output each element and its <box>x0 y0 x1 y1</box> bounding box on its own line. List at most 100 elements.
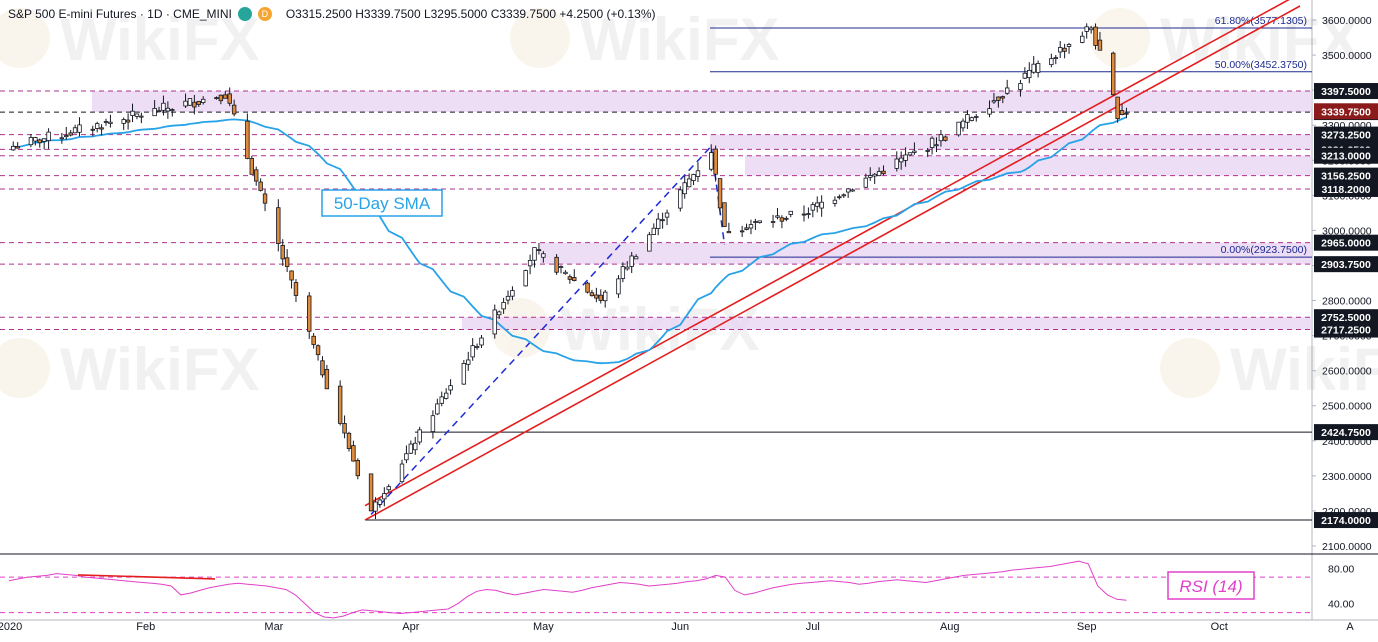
candle-body <box>165 107 171 112</box>
watermark: WikiFX <box>0 6 259 73</box>
status-dot-icon[interactable] <box>237 7 252 21</box>
candle-body <box>779 217 785 222</box>
price-level-value: 2965.0000 <box>1321 238 1371 250</box>
price-tick-label: 2600.0000 <box>1322 366 1372 378</box>
candle-body <box>214 97 219 100</box>
watermark-logo-icon <box>0 8 50 68</box>
candle-body <box>404 453 409 461</box>
dividend-badge-icon[interactable]: D <box>257 7 272 21</box>
candle-body <box>1000 96 1005 99</box>
rsi-label-text: RSI (14) <box>1179 577 1242 596</box>
candle-body <box>1115 96 1120 120</box>
candle-body <box>324 369 330 390</box>
candle-body <box>1049 58 1054 66</box>
candle-body <box>876 171 882 177</box>
candle-body <box>739 230 745 233</box>
price-level-value: 2424.7500 <box>1321 427 1371 439</box>
candle-body <box>280 245 285 260</box>
price-level-value: 3397.5000 <box>1321 86 1371 98</box>
candle-body <box>1119 110 1125 115</box>
symbol-title: S&P 500 E-mini Futures · 1D · CME_MINI <box>8 7 232 21</box>
price-level-badge <box>1314 424 1378 441</box>
time-tick-label: May <box>533 621 554 633</box>
candle-body <box>187 98 193 106</box>
candle-body <box>355 460 361 477</box>
candle-body <box>139 115 144 118</box>
candle-body <box>850 189 855 192</box>
time-tick-label: 2020 <box>0 621 22 633</box>
candle-body <box>1084 26 1089 32</box>
time-tick-label: Jul <box>806 621 820 633</box>
watermark-text: WikiFX <box>60 6 259 73</box>
watermark: WikiFX <box>0 336 259 403</box>
candle-body <box>695 170 701 177</box>
watermark-text: WikiFX <box>580 6 779 73</box>
sma-label: 50-Day SMA <box>321 189 443 217</box>
price-level-value: 2717.2500 <box>1321 325 1371 337</box>
candle-body <box>567 276 573 280</box>
candle-body <box>1053 57 1058 60</box>
candle-body <box>863 177 869 188</box>
candle-body <box>311 335 316 345</box>
candle-body <box>382 493 387 500</box>
sma-50-line <box>13 116 1127 365</box>
candle-body <box>1088 27 1094 31</box>
candle-body <box>713 148 718 175</box>
time-tick-label: Mar <box>264 621 283 633</box>
candle-body <box>510 290 515 297</box>
candle-body <box>315 345 321 356</box>
fib-label: 50.00%(3452.3750) <box>1215 59 1307 71</box>
candle-body <box>492 309 497 335</box>
candle-body <box>682 182 687 195</box>
candle-body <box>664 212 670 218</box>
price-tick-label: 2800.0000 <box>1322 296 1372 308</box>
candle-body <box>1031 63 1036 73</box>
candle-body <box>496 311 502 316</box>
candle-body <box>90 128 95 131</box>
candle-body <box>633 256 639 260</box>
candle-body <box>965 114 970 123</box>
candle-body <box>554 256 559 273</box>
price-level-badge <box>1314 147 1378 164</box>
candle-body <box>589 292 595 297</box>
candle-body <box>64 135 69 138</box>
price-axis: 2100.00002200.00002300.00002400.00002500… <box>1312 15 1378 553</box>
candle-body <box>801 213 807 216</box>
candle-body <box>872 173 877 177</box>
candle-body <box>598 294 603 301</box>
current-price-label: 3339.7500 <box>1314 103 1378 120</box>
candle-body <box>898 157 904 163</box>
watermark-logo-icon <box>1160 338 1220 398</box>
candle-body <box>461 363 467 385</box>
zone-band <box>540 242 1312 265</box>
trend-line-lower <box>364 5 1301 521</box>
candle-body <box>709 152 714 170</box>
candle-body <box>616 278 621 295</box>
candle-body <box>218 94 224 102</box>
candle-body <box>386 486 391 491</box>
candle-body <box>1022 72 1028 79</box>
candle-body <box>845 188 851 193</box>
candle-body <box>532 247 537 261</box>
price-level-label: 3156.2500 <box>1314 167 1378 184</box>
candle-body <box>744 227 749 230</box>
candle-body <box>536 249 542 252</box>
price-level-value: 3156.2500 <box>1321 171 1371 183</box>
candle-body <box>625 266 630 270</box>
candle-body <box>501 302 506 310</box>
time-tick-label: Feb <box>136 621 155 633</box>
candle-body <box>934 144 939 147</box>
time-tick-label: Apr <box>402 621 419 633</box>
candle-body <box>130 110 135 116</box>
candle-body <box>377 499 383 505</box>
candle-body <box>99 127 104 130</box>
candle-body <box>368 473 374 512</box>
watermark-logo-icon <box>510 8 570 68</box>
candle-body <box>868 175 873 178</box>
price-level-badge <box>1314 234 1378 251</box>
candle-body <box>527 260 533 267</box>
candle-body <box>201 98 206 103</box>
candle-body <box>894 158 899 169</box>
candle-body <box>523 270 528 287</box>
candle-body <box>262 193 268 204</box>
